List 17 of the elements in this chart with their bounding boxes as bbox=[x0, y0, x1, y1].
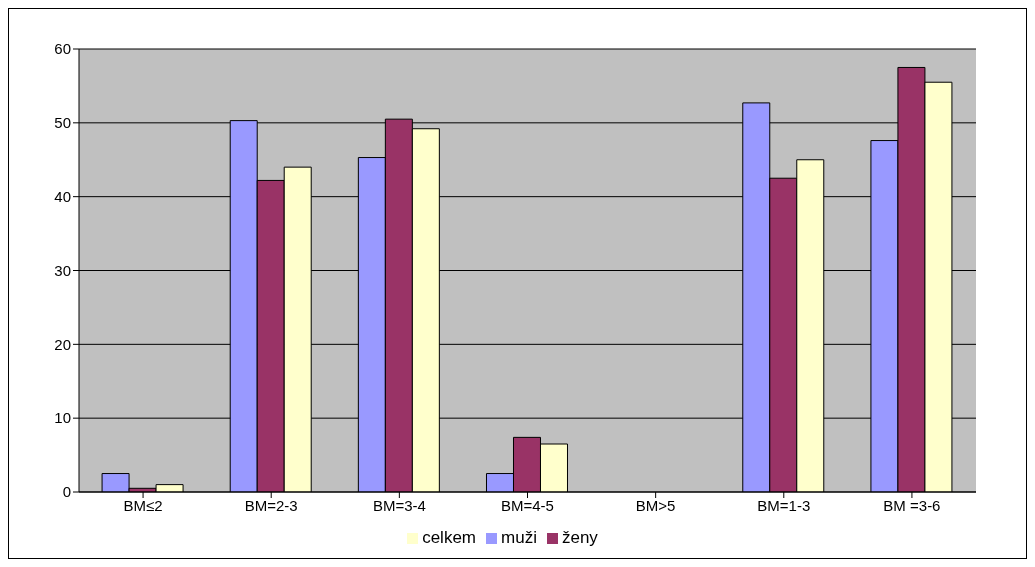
x-tick-label: BM=4-5 bbox=[501, 496, 554, 514]
x-tick-label: BM=3-4 bbox=[372, 496, 426, 514]
legend-label: muži bbox=[501, 528, 537, 547]
y-tick-label: 50 bbox=[54, 114, 71, 132]
y-tick-label: 40 bbox=[54, 187, 71, 205]
y-tick-label: 30 bbox=[54, 261, 71, 279]
x-tick-label: BM=1-3 bbox=[757, 496, 811, 514]
y-tick-label: 60 bbox=[54, 40, 71, 58]
x-tick-label: BM≤2 bbox=[123, 496, 163, 514]
x-tick-label: BM>5 bbox=[635, 496, 676, 514]
x-tick-label: BM=2-3 bbox=[244, 496, 298, 514]
legend-label: celkem bbox=[422, 528, 477, 547]
legend-label: ženy bbox=[561, 528, 598, 547]
y-tick-label: 0 bbox=[62, 483, 71, 501]
y-tick-label: 10 bbox=[54, 409, 71, 427]
y-tick-label: 20 bbox=[54, 335, 71, 353]
x-tick-label: BM =3-6 bbox=[883, 496, 941, 514]
